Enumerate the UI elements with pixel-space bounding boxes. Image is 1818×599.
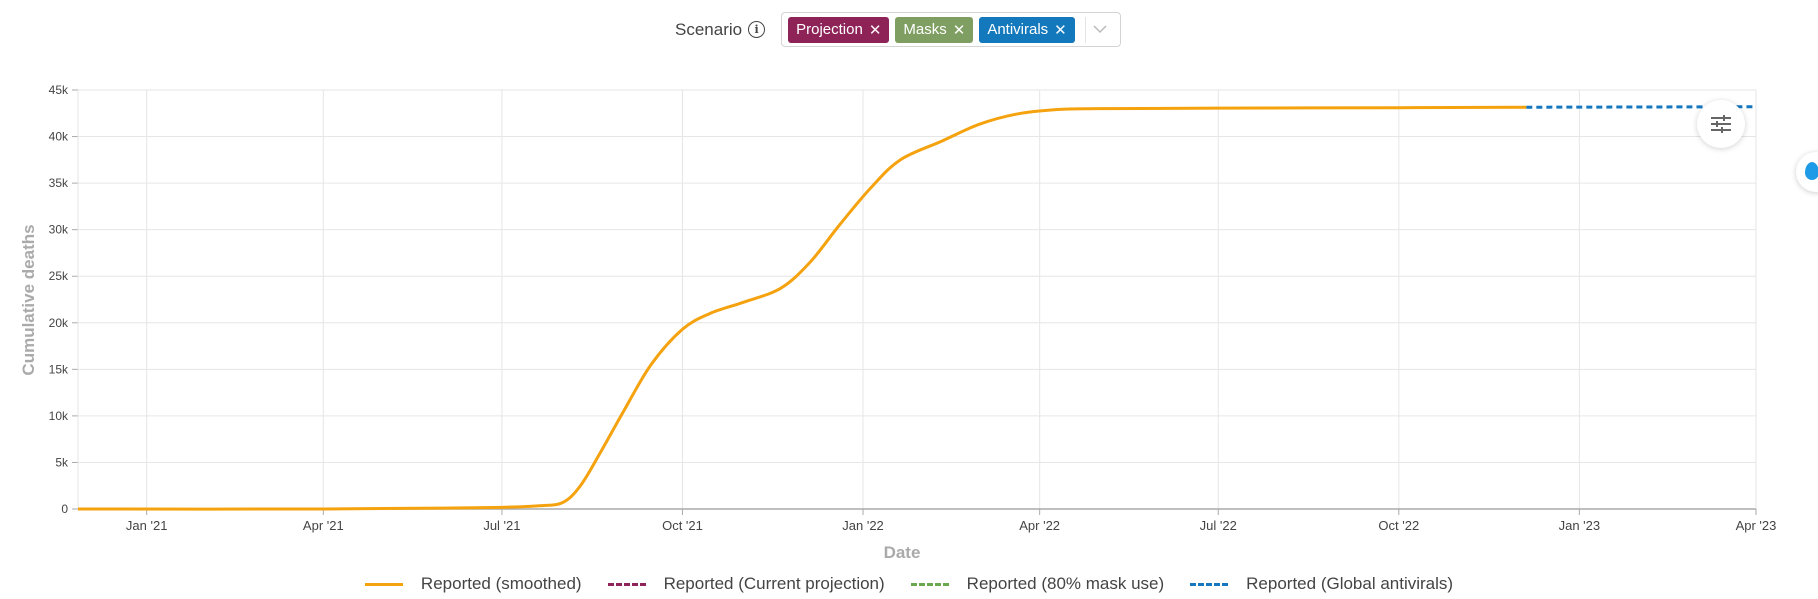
x-tick-label: Oct '21 bbox=[662, 518, 703, 533]
y-axis-label: Cumulative deaths bbox=[19, 224, 38, 375]
tag-masks-label: Masks bbox=[903, 21, 947, 38]
legend-item-global-antivirals[interactable]: Reported (Global antivirals) bbox=[1190, 574, 1453, 594]
remove-masks-icon[interactable]: ✕ bbox=[952, 21, 966, 39]
y-tick-label: 35k bbox=[49, 176, 69, 190]
tag-projection[interactable]: Projection ✕ bbox=[788, 16, 890, 43]
legend-label: Reported (Current projection) bbox=[663, 574, 885, 593]
y-tick-label: 10k bbox=[49, 409, 69, 423]
y-tick-label: 5k bbox=[55, 455, 69, 469]
x-tick-label: Apr '23 bbox=[1736, 518, 1777, 533]
y-tick-label: 20k bbox=[49, 316, 69, 330]
legend-swatch-projection bbox=[607, 582, 646, 586]
remove-projection-icon[interactable]: ✕ bbox=[868, 21, 882, 39]
legend-label: Reported (80% mask use) bbox=[966, 574, 1165, 593]
tag-antivirals[interactable]: Antivirals ✕ bbox=[979, 16, 1075, 43]
series-line-reported bbox=[77, 105, 1527, 511]
legend-label: Reported (Global antivirals) bbox=[1246, 574, 1454, 593]
x-tick-label: Jan '21 bbox=[126, 518, 168, 533]
y-tick-label: 0 bbox=[61, 502, 68, 516]
x-tick-label: Oct '22 bbox=[1378, 518, 1419, 533]
legend-swatch-masks bbox=[910, 582, 949, 586]
legend: Reported (smoothed) Reported (Current pr… bbox=[0, 574, 1818, 594]
x-tick-label: Jul '21 bbox=[483, 518, 520, 533]
x-axis-label: Date bbox=[884, 543, 921, 562]
remove-antivirals-icon[interactable]: ✕ bbox=[1054, 21, 1067, 39]
x-tick-label: Apr '22 bbox=[1019, 518, 1060, 533]
x-tick-label: Jul '22 bbox=[1200, 518, 1237, 533]
scenario-selector: Scenario i Projection ✕ Masks ✕ Antivira… bbox=[675, 12, 1121, 47]
y-tick-label: 30k bbox=[49, 223, 69, 237]
legend-swatch-reported bbox=[364, 582, 403, 586]
axes: 0 5k 10k 15k 20k 25k 30k 35k 40k 45k Jan '21 Apr '2… bbox=[49, 83, 1777, 533]
tag-antivirals-label: Antivirals bbox=[987, 21, 1049, 38]
legend-swatch-antivirals bbox=[1190, 582, 1229, 586]
legend-item-mask-use[interactable]: Reported (80% mask use) bbox=[910, 574, 1165, 594]
legend-item-reported-smoothed[interactable]: Reported (smoothed) bbox=[364, 574, 582, 594]
x-tick-label: Jan '22 bbox=[842, 518, 884, 533]
y-tick-label: 45k bbox=[49, 83, 69, 97]
y-tick-label: 15k bbox=[49, 362, 69, 376]
legend-label: Reported (smoothed) bbox=[420, 574, 582, 593]
legend-item-current-projection[interactable]: Reported (Current projection) bbox=[607, 574, 885, 594]
y-tick-label: 25k bbox=[49, 269, 69, 283]
chart-settings-button[interactable] bbox=[1697, 100, 1745, 148]
x-tick-label: Apr '21 bbox=[303, 518, 344, 533]
scenario-label: Scenario bbox=[675, 19, 743, 39]
feedback-widget-button[interactable] bbox=[1796, 152, 1818, 192]
x-tick-label: Jan '23 bbox=[1559, 518, 1601, 533]
tag-masks[interactable]: Masks ✕ bbox=[895, 16, 974, 43]
chevron-down-icon[interactable] bbox=[1084, 16, 1114, 43]
y-tick-label: 40k bbox=[49, 130, 69, 144]
scenario-tag-box[interactable]: Projection ✕ Masks ✕ Antivirals ✕ bbox=[781, 12, 1121, 47]
series bbox=[77, 105, 1757, 511]
info-icon[interactable]: i bbox=[748, 21, 766, 38]
tag-projection-label: Projection bbox=[796, 21, 863, 38]
sliders-icon bbox=[1711, 115, 1731, 133]
